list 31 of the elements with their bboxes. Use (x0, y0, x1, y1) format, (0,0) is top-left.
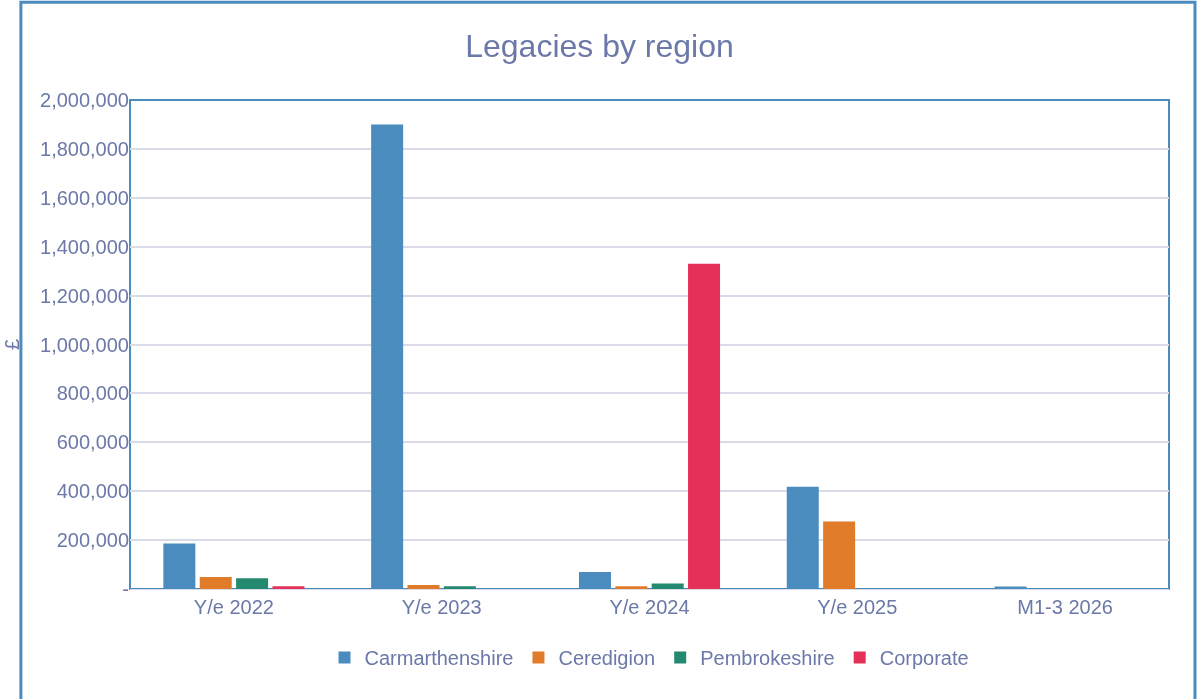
x-tick-label: Y/e 2024 (609, 596, 690, 618)
y-tick-label: 600,000 (56, 431, 129, 454)
x-tick-label: Y/e 2023 (401, 596, 482, 618)
y-tick-label: 1,600,000 (40, 186, 129, 209)
y-axis-title: £ (0, 338, 23, 351)
bar (443, 586, 476, 589)
x-tick-label: Y/e 2022 (193, 596, 274, 618)
bar (651, 583, 684, 589)
y-tick-label: 400,000 (56, 480, 129, 503)
y-tick-label: 1,000,000 (40, 333, 129, 356)
x-tick-label: M1-3 2026 (1017, 596, 1113, 618)
y-tick-label: 800,000 (56, 382, 129, 405)
y-tick-label: 200,000 (56, 529, 129, 552)
legend-label: Carmarthenshire (364, 647, 514, 670)
y-tick-label: 2,000,000 (40, 89, 129, 111)
bar (688, 263, 721, 589)
y-tick-label: 1,200,000 (40, 284, 129, 307)
bar (407, 585, 440, 589)
legend-label: Pembrokeshire (700, 647, 835, 670)
x-tick-label: Y/e 2025 (817, 596, 898, 618)
bar (199, 577, 232, 589)
y-tick-label: 1,400,000 (40, 235, 129, 258)
y-tick-label: 1,800,000 (40, 137, 129, 160)
y-tick-label: - (122, 578, 129, 600)
bar (236, 578, 269, 589)
bar (272, 586, 305, 589)
bar (823, 521, 856, 589)
legend-label: Ceredigion (558, 647, 656, 670)
bar (615, 586, 648, 589)
legend-label: Corporate (879, 647, 969, 670)
chart-title: Legacies by region (465, 28, 734, 65)
